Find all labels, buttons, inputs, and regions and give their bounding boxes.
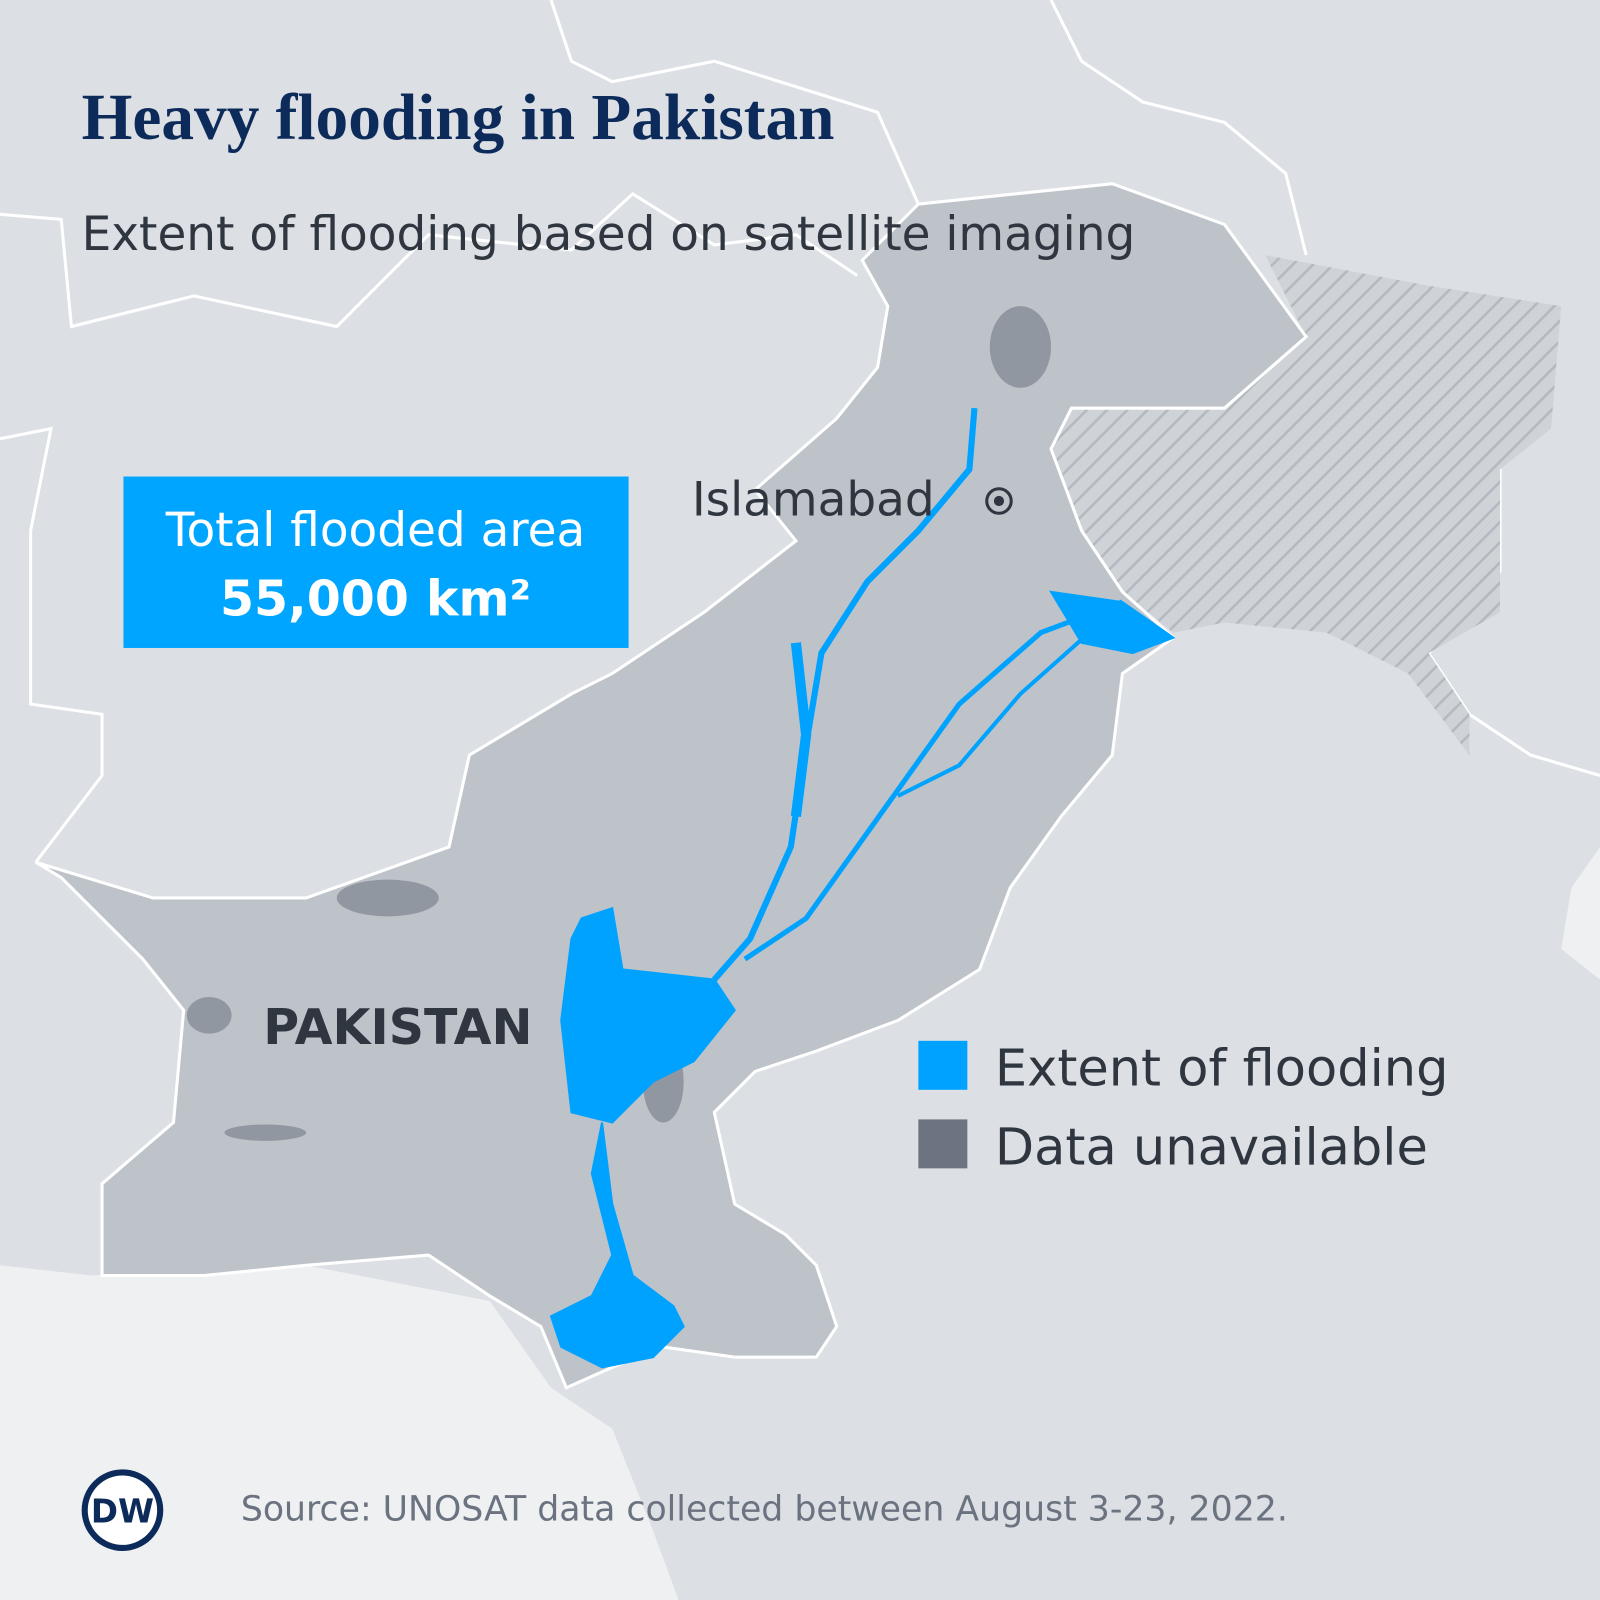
flood-river (711, 407, 978, 982)
subtitle: Extent of flooding based on satellite im… (82, 207, 1136, 262)
legend-label: Data unavailable (995, 1118, 1428, 1177)
flood-patch (1049, 590, 1176, 655)
flood-river (743, 599, 1124, 962)
flood-river (790, 642, 812, 817)
logo-text: DW (91, 1492, 154, 1530)
border (549, 0, 920, 205)
legend: Extent of flooding Data unavailable (918, 1040, 1449, 1177)
legend-swatch (918, 1040, 968, 1090)
no-data-patch (224, 1124, 307, 1141)
callout-box (123, 476, 629, 648)
callout-value: 55,000 km² (220, 570, 531, 627)
flood-plain (560, 906, 736, 1124)
flood-delta (549, 1122, 685, 1369)
no-data-patch (989, 306, 1052, 388)
logo-inner (87, 1475, 158, 1545)
capital-label: Islamabad (692, 472, 935, 527)
flood-river (897, 610, 1114, 798)
flood-extent (549, 407, 1176, 1369)
capital-marker-dot (993, 495, 1005, 507)
source: Source: UNOSAT data collected between Au… (241, 1489, 1288, 1529)
border (0, 191, 858, 329)
no-data-patch (336, 879, 439, 917)
border (0, 426, 104, 864)
capital-marker (985, 487, 1013, 515)
sea (1561, 846, 1600, 980)
callout-label: Total flooded area (165, 503, 585, 558)
country-label: PAKISTAN (263, 999, 532, 1056)
border (1049, 0, 1308, 256)
disputed-area (1051, 255, 1562, 756)
sea (0, 1265, 679, 1600)
legend-swatch (918, 1119, 968, 1169)
no-data-patch (186, 996, 232, 1034)
legend-label: Extent of flooding (995, 1040, 1449, 1099)
title: Heavy flooding in Pakistan (82, 82, 835, 154)
